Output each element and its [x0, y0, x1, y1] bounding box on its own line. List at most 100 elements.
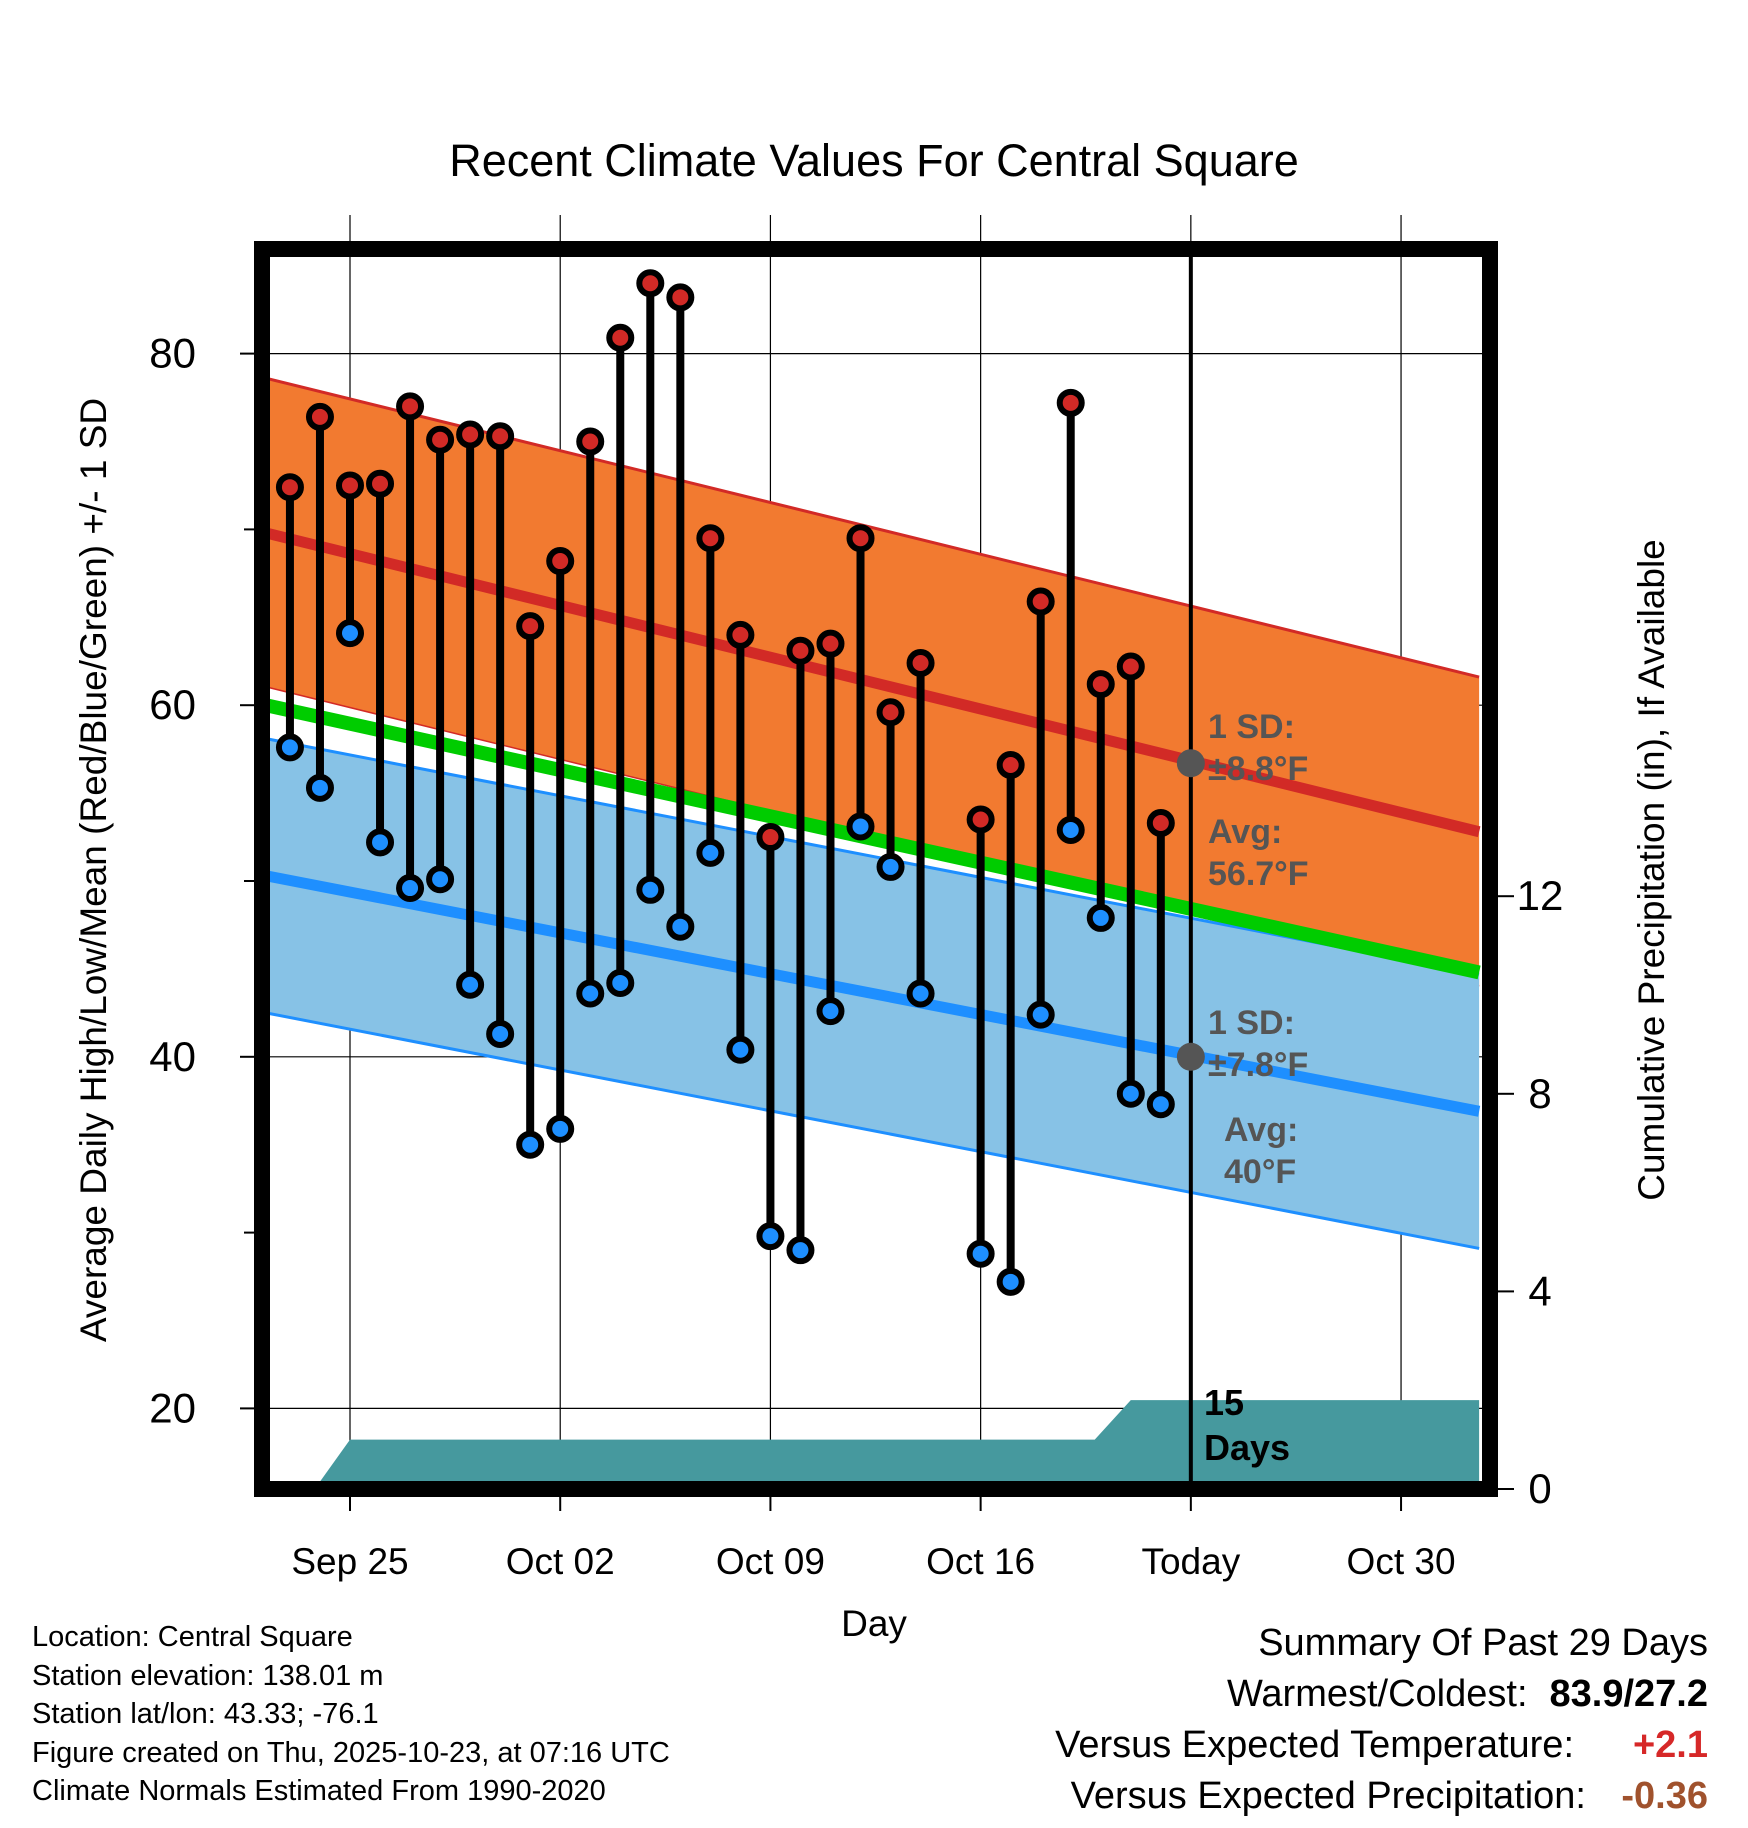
observations	[275, 269, 1175, 1296]
high-avg-label: Avg:	[1208, 813, 1282, 851]
high-point	[576, 427, 605, 456]
high-sd-label: 1 SD:	[1208, 708, 1295, 746]
low-point	[966, 1239, 995, 1268]
low-point	[486, 1019, 515, 1048]
low-point	[1116, 1079, 1145, 1108]
high-point	[846, 524, 875, 553]
high-point	[726, 620, 755, 649]
low-band-edge	[265, 1011, 1480, 1250]
x-tick-label: Today	[1141, 1541, 1240, 1582]
high-point	[305, 402, 334, 431]
low-point	[516, 1130, 545, 1159]
low-point	[366, 828, 395, 857]
station-info: Location: Central Square Station elevati…	[32, 1618, 670, 1811]
latlon-text: Station lat/lon: 43.33; -76.1	[32, 1698, 379, 1730]
low-point	[756, 1222, 785, 1251]
high-point	[816, 629, 845, 658]
low-point	[1026, 1000, 1055, 1029]
warmest-value: 83.9/27.2	[1549, 1673, 1708, 1715]
x-tick-label: Oct 16	[926, 1541, 1035, 1582]
low-avg-marker	[1176, 1042, 1205, 1071]
low-point	[696, 838, 725, 867]
precip-label: Versus Expected Precipitation:	[1070, 1775, 1586, 1817]
low-point	[816, 997, 845, 1026]
low-point	[906, 979, 935, 1008]
low-point	[396, 874, 425, 903]
high-point	[1146, 808, 1175, 837]
low-point	[1056, 816, 1085, 845]
precipitation-area	[265, 1400, 1480, 1489]
today-line	[1176, 249, 1205, 1489]
y2-tick-label: 12	[1517, 872, 1564, 919]
y2-axis-label: Cumulative Precipitation (in), If Availa…	[1631, 539, 1672, 1201]
high-sd-value: ±8.8°F	[1208, 750, 1308, 788]
normals-text: Climate Normals Estimated From 1990-2020	[32, 1775, 606, 1807]
plot-frame	[254, 241, 1498, 1497]
x-tick-label: Oct 09	[716, 1541, 825, 1582]
x-tick-label: Sep 25	[291, 1541, 408, 1582]
high-point	[426, 425, 455, 454]
low-point	[606, 968, 635, 997]
location-text: Location: Central Square	[32, 1621, 353, 1653]
low-point	[996, 1267, 1025, 1296]
low-point	[576, 979, 605, 1008]
high-avg-marker	[1176, 749, 1205, 778]
low-point	[666, 912, 695, 941]
high-point	[966, 805, 995, 834]
low-sd-label: 1 SD:	[1208, 1004, 1295, 1042]
low-point	[456, 970, 485, 999]
low-point	[275, 733, 304, 762]
chart-title: Recent Climate Values For Central Square	[449, 135, 1299, 186]
low-point	[876, 852, 905, 881]
low-avg-value: 40°F	[1224, 1153, 1296, 1191]
warmest-row: Warmest/Coldest: 83.9/27.2	[1055, 1669, 1708, 1720]
precip-days-unit: Days	[1204, 1427, 1290, 1468]
high-point	[336, 471, 364, 500]
y2-tick-label: 0	[1528, 1465, 1551, 1512]
high-point	[486, 422, 515, 451]
high-point	[1026, 587, 1055, 616]
precip-value: -0.36	[1621, 1775, 1708, 1817]
high-point	[666, 283, 695, 312]
elevation-text: Station elevation: 138.01 m	[32, 1659, 384, 1692]
high-point	[396, 392, 425, 421]
high-point	[786, 636, 815, 665]
temp-value: +2.1	[1632, 1724, 1708, 1766]
summary-title: Summary Of Past 29 Days	[1258, 1622, 1708, 1664]
low-point	[726, 1035, 755, 1064]
summary-panel: Summary Of Past 29 Days Warmest/Coldest:…	[1055, 1618, 1708, 1822]
low-avg-label: Avg:	[1224, 1111, 1298, 1149]
low-point	[1086, 903, 1115, 932]
high-point	[906, 649, 935, 678]
y-tick-label: 40	[149, 1033, 196, 1080]
high-point	[456, 420, 485, 449]
low-point	[1146, 1090, 1175, 1119]
axes: Sep 25 Oct 02 Oct 09 Oct 16 Today Oct 3020406…	[149, 330, 1563, 1582]
high-point	[516, 612, 545, 641]
low-point	[426, 865, 455, 894]
high-point	[636, 269, 665, 298]
y-tick-label: 80	[149, 330, 196, 377]
precip-days-value: 15	[1204, 1382, 1244, 1423]
precip-row: Versus Expected Precipitation: -0.36	[1055, 1771, 1708, 1822]
y2-tick-label: 4	[1528, 1267, 1551, 1314]
precip-area	[265, 1400, 1480, 1489]
high-point	[275, 473, 304, 502]
high-point	[996, 750, 1025, 779]
created-text: Figure created on Thu, 2025-10-23, at 07…	[32, 1736, 670, 1769]
low-point	[305, 773, 334, 802]
warmest-label: Warmest/Coldest:	[1226, 1673, 1528, 1715]
high-point	[756, 823, 785, 852]
x-tick-label: Oct 30	[1347, 1541, 1456, 1582]
x-axis-label: Day	[841, 1603, 907, 1644]
annotations: 1 SD: ±8.8°F Avg: 56.7°F 1 SD: ±7.8°F Av…	[1204, 708, 1309, 1468]
high-point	[1116, 652, 1145, 681]
y2-tick-label: 8	[1528, 1070, 1551, 1117]
high-point	[696, 524, 725, 553]
high-point	[1056, 388, 1085, 417]
high-point	[1086, 670, 1115, 699]
high-point	[546, 547, 575, 576]
low-point	[636, 875, 665, 904]
x-tick-label: Oct 02	[506, 1541, 615, 1582]
